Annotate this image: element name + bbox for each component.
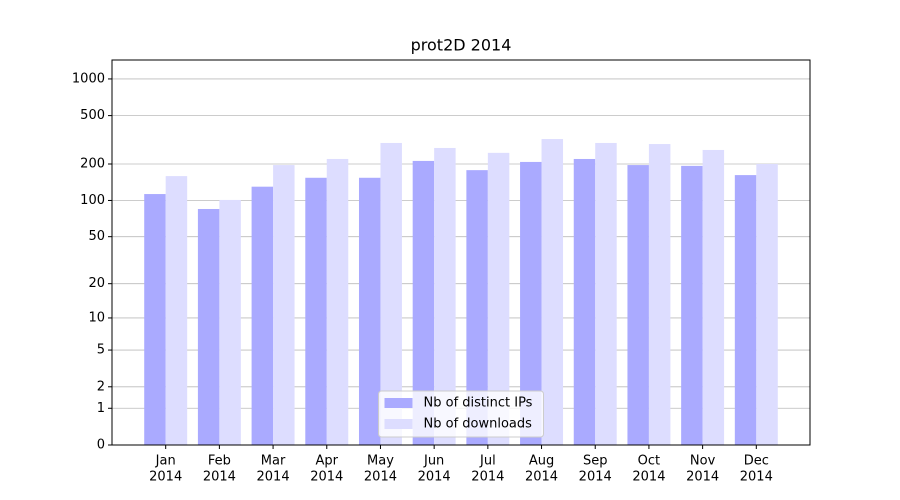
y-tick-label: 20 bbox=[88, 276, 105, 291]
x-tick-label: 2014 bbox=[310, 470, 343, 485]
x-tick-label: Nov bbox=[690, 454, 716, 469]
bar bbox=[434, 147, 456, 445]
bar bbox=[702, 149, 725, 445]
bar bbox=[541, 139, 564, 445]
x-tick-label: Aug bbox=[529, 454, 554, 469]
x-tick-label: 2014 bbox=[471, 470, 504, 485]
y-tick-label: 2 bbox=[97, 379, 105, 394]
bar bbox=[358, 177, 381, 445]
legend-label: Nb of distinct IPs bbox=[424, 396, 533, 411]
plot-frame bbox=[111, 59, 811, 446]
x-tick-label: 2014 bbox=[203, 470, 236, 485]
y-tick-label: 1 bbox=[97, 401, 105, 416]
x-tick-label: 2014 bbox=[149, 470, 182, 485]
x-tick-label: 2014 bbox=[579, 470, 612, 485]
x-tick-label: 2014 bbox=[525, 470, 558, 485]
bar bbox=[273, 165, 295, 446]
legend-label: Nb of downloads bbox=[424, 417, 533, 432]
chart-title: prot2D 2014 bbox=[411, 36, 512, 55]
x-tick-label: 2014 bbox=[632, 470, 665, 485]
y-tick-label: 50 bbox=[88, 229, 105, 244]
bar bbox=[305, 177, 327, 445]
bar bbox=[219, 199, 241, 445]
bar bbox=[144, 194, 166, 445]
x-tick-label: Jan bbox=[155, 454, 176, 469]
y-tick-label: 0 bbox=[97, 438, 105, 453]
y-tick-label: 5 bbox=[97, 343, 105, 358]
legend-swatch bbox=[384, 398, 413, 408]
x-tick-label: 2014 bbox=[364, 470, 397, 485]
y-tick-label: 10 bbox=[88, 310, 105, 325]
bar bbox=[197, 208, 220, 445]
bar bbox=[573, 158, 596, 445]
x-tick-label: May bbox=[367, 454, 394, 469]
bar bbox=[756, 164, 778, 445]
x-tick-label: 2014 bbox=[257, 470, 290, 485]
bar bbox=[487, 152, 510, 446]
legend-box bbox=[378, 390, 544, 438]
x-tick-label: Dec bbox=[744, 454, 769, 469]
bar bbox=[595, 142, 617, 445]
x-tick-label: 2014 bbox=[740, 470, 773, 485]
y-tick-label: 1000 bbox=[72, 71, 105, 86]
bar bbox=[251, 186, 274, 445]
legend-swatch bbox=[384, 419, 413, 429]
y-tick-label: 100 bbox=[80, 193, 105, 208]
x-tick-label: Feb bbox=[208, 454, 231, 469]
bar bbox=[681, 165, 703, 445]
bar bbox=[627, 165, 649, 446]
x-tick-label: Jul bbox=[479, 454, 496, 469]
bar bbox=[466, 170, 488, 446]
x-tick-label: 2014 bbox=[686, 470, 719, 485]
bar bbox=[520, 161, 542, 445]
bar bbox=[648, 144, 671, 446]
bar bbox=[165, 176, 188, 446]
bar bbox=[412, 160, 435, 445]
x-tick-label: Apr bbox=[316, 454, 339, 469]
bar bbox=[326, 158, 349, 445]
x-tick-label: Mar bbox=[261, 454, 286, 469]
y-tick-label: 500 bbox=[80, 108, 105, 123]
x-tick-label: Oct bbox=[638, 454, 660, 469]
x-tick-label: 2014 bbox=[418, 470, 451, 485]
bar bbox=[380, 142, 402, 445]
bar bbox=[734, 175, 757, 445]
x-tick-label: Sep bbox=[583, 454, 608, 469]
y-tick-label: 200 bbox=[80, 157, 105, 172]
x-tick-label: Jun bbox=[423, 454, 444, 469]
